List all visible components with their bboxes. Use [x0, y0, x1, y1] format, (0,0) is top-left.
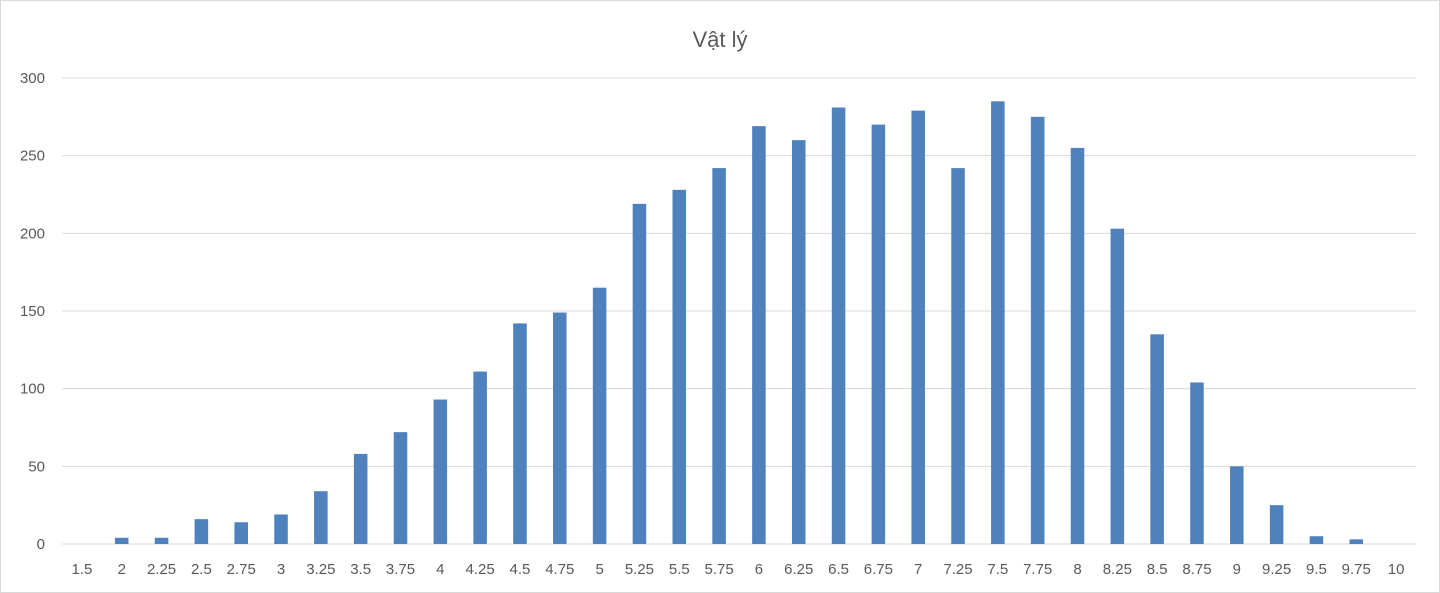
bar — [1269, 505, 1284, 544]
y-tick-label: 0 — [37, 536, 45, 553]
x-tick-label: 5 — [595, 561, 603, 578]
x-tick-label: 8.25 — [1103, 561, 1132, 578]
x-tick-label: 3 — [277, 561, 285, 578]
bar — [1110, 228, 1125, 544]
x-tick-label: 7.5 — [987, 561, 1008, 578]
bar — [1030, 116, 1045, 544]
x-tick-label: 8.5 — [1147, 561, 1168, 578]
bar — [592, 287, 607, 544]
bar — [154, 537, 169, 544]
bar — [433, 399, 448, 544]
y-axis-ticks: 0 50 100 150 200 250 300 — [20, 70, 45, 553]
bar — [951, 168, 965, 545]
bar — [473, 371, 487, 544]
bar — [553, 312, 567, 544]
x-tick-label: 8 — [1073, 561, 1081, 578]
x-tick-label: 4.5 — [510, 561, 531, 578]
bar — [752, 126, 766, 545]
x-tick-label: 3.75 — [386, 561, 415, 578]
y-tick-label: 100 — [20, 381, 45, 398]
bar — [1070, 147, 1085, 544]
bar — [1309, 536, 1324, 544]
bar — [1190, 382, 1204, 544]
bar — [1230, 466, 1244, 544]
bar — [672, 189, 687, 544]
bar — [871, 124, 886, 544]
bar — [712, 168, 726, 545]
x-tick-label: 7.25 — [943, 561, 972, 578]
x-axis-ticks: 1.5 2 2.25 2.5 2.75 3 3.25 3.5 3.75 4 4.25 4.5 4.75 5… — [71, 561, 1404, 578]
x-tick-label: 4 — [436, 561, 444, 578]
bar — [1150, 334, 1164, 544]
x-tick-label: 2.75 — [227, 561, 256, 578]
x-tick-label: 6.5 — [828, 561, 849, 578]
y-tick-label: 250 — [20, 148, 45, 165]
x-tick-label: 8.75 — [1182, 561, 1211, 578]
bar — [393, 432, 408, 544]
x-tick-label: 4.25 — [466, 561, 495, 578]
x-tick-label: 6.75 — [864, 561, 893, 578]
x-tick-label: 5.5 — [669, 561, 690, 578]
x-tick-label: 3.5 — [350, 561, 371, 578]
bar — [831, 107, 846, 544]
x-tick-label: 5.25 — [625, 561, 654, 578]
y-tick-label: 50 — [28, 458, 45, 475]
x-tick-label: 2 — [118, 561, 126, 578]
x-tick-label: 7.75 — [1023, 561, 1052, 578]
x-tick-label: 1.5 — [71, 561, 92, 578]
x-tick-label: 5.75 — [704, 561, 733, 578]
bar — [234, 522, 248, 544]
bar — [1349, 539, 1364, 544]
x-tick-label: 6.25 — [784, 561, 813, 578]
bar — [632, 203, 647, 544]
x-tick-label: 9.5 — [1306, 561, 1327, 578]
bar — [314, 491, 328, 544]
bars — [114, 101, 1364, 545]
bar — [991, 101, 1005, 545]
x-tick-label: 3.25 — [306, 561, 335, 578]
x-tick-label: 2.5 — [191, 561, 212, 578]
y-tick-label: 200 — [20, 225, 45, 242]
bar — [911, 110, 925, 545]
bar — [194, 519, 209, 544]
x-tick-label: 4.75 — [545, 561, 574, 578]
x-tick-label: 10 — [1388, 561, 1405, 578]
x-tick-label: 2.25 — [147, 561, 176, 578]
y-tick-label: 300 — [20, 70, 45, 87]
x-tick-label: 9.75 — [1342, 561, 1371, 578]
bar — [513, 323, 527, 544]
bar — [791, 140, 806, 544]
chart-title: Vật lý — [692, 27, 747, 52]
y-tick-label: 150 — [20, 303, 45, 320]
bar — [353, 453, 368, 544]
x-tick-label: 9.25 — [1262, 561, 1291, 578]
x-tick-label: 7 — [914, 561, 922, 578]
bar — [274, 514, 288, 544]
x-tick-label: 6 — [755, 561, 763, 578]
gridlines — [62, 77, 1416, 545]
x-tick-label: 9 — [1233, 561, 1241, 578]
bar — [114, 537, 129, 544]
